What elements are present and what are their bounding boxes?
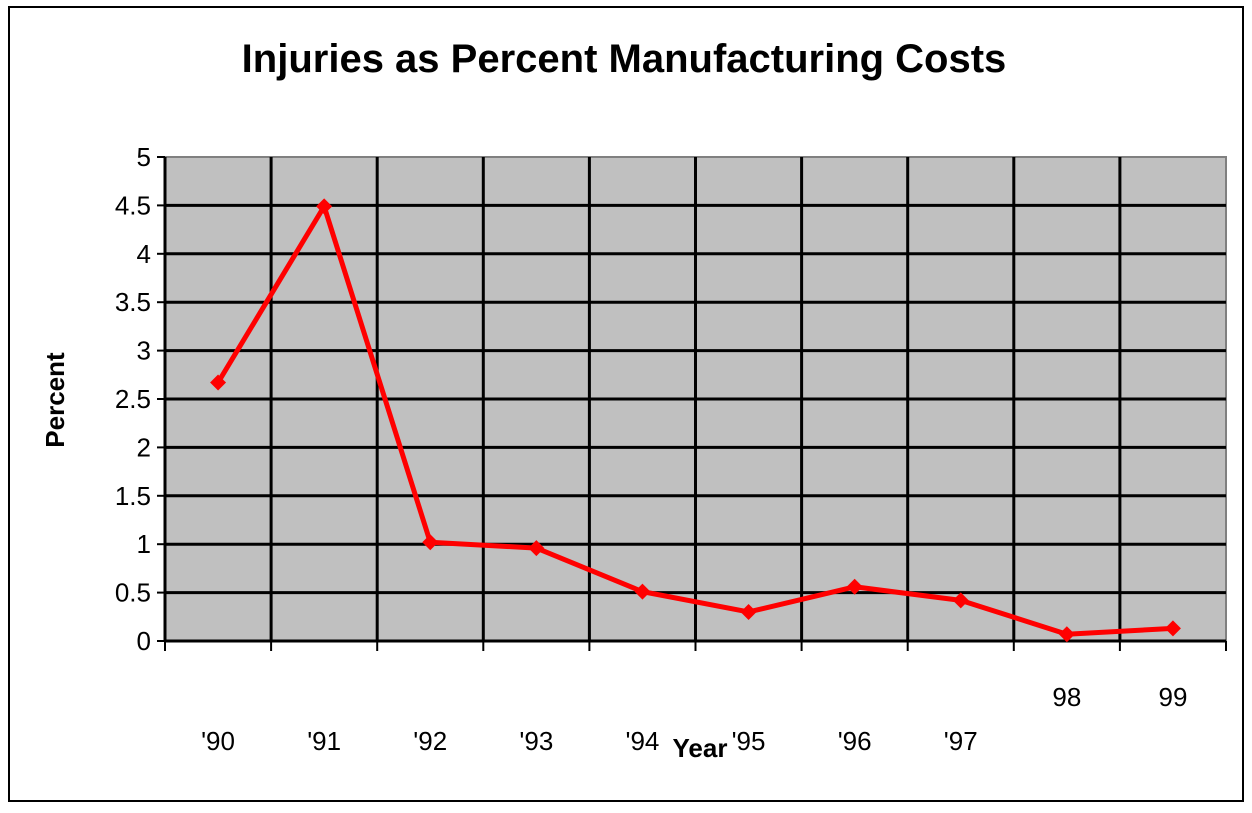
data-point-marker [210,374,227,391]
y-tick-label: 0.5 [115,578,151,608]
data-point-marker [846,578,863,595]
data-point-marker [316,198,333,215]
data-point-marker [634,583,651,600]
x-tick-label: 98 [1052,682,1081,712]
y-tick-label: 1 [137,529,151,559]
y-tick-label: 5 [137,142,151,172]
data-point-marker [422,534,439,551]
x-tick-label: '94 [626,726,660,756]
y-tick-label: 4 [137,239,151,269]
y-tick-label: 0 [137,626,151,656]
x-tick-label: 99 [1158,682,1187,712]
y-tick-label: 3.5 [115,287,151,317]
x-axis-label: Year [673,733,728,763]
y-tick-label: 3 [137,336,151,366]
data-point-marker [952,592,969,609]
chart-title: Injuries as Percent Manufacturing Costs [242,37,1007,81]
y-tick-label: 1.5 [115,481,151,511]
y-tick-label: 4.5 [115,190,151,220]
x-tick-label: '97 [944,726,978,756]
x-tick-label: '93 [519,726,553,756]
data-point-marker [740,603,757,620]
y-axis-label: Percent [40,352,70,448]
x-tick-label: '91 [307,726,341,756]
x-tick-label: '95 [732,726,766,756]
data-point-marker [1058,626,1075,643]
x-tick-label: '90 [201,726,235,756]
x-tick-label: '96 [838,726,872,756]
y-tick-label: 2.5 [115,384,151,414]
series-line [215,203,1174,637]
y-tick-label: 2 [137,432,151,462]
data-point-marker [528,540,545,557]
chart-frame [8,6,1244,802]
x-tick-label: '92 [413,726,447,756]
data-point-marker [1164,620,1181,637]
